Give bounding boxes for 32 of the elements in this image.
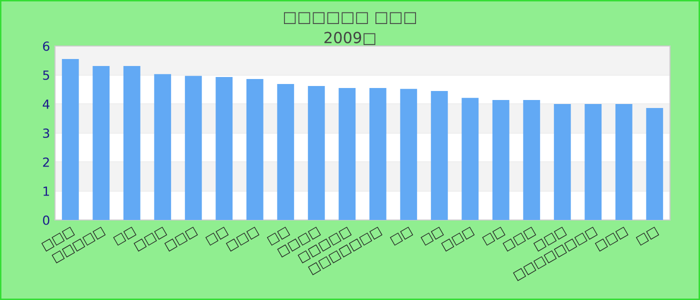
bar (92, 66, 110, 220)
bar (400, 88, 418, 220)
bar (430, 90, 448, 220)
x-tick-label: □□ (205, 226, 229, 246)
bar (462, 98, 479, 220)
bar (554, 104, 571, 220)
bar (184, 76, 202, 220)
bar (216, 77, 233, 220)
bar (308, 86, 325, 220)
y-tick-label: 3 (43, 128, 50, 138)
chart-title: □□□□□□ □□□ (284, 12, 416, 24)
bar (646, 108, 664, 220)
y-tick-label: 6 (43, 41, 50, 51)
bar (369, 88, 386, 220)
bar (523, 100, 540, 220)
bar (62, 59, 79, 220)
bar (277, 84, 294, 220)
y-tick-label: 5 (43, 70, 50, 80)
y-tick-label: 1 (44, 186, 49, 196)
bar (123, 66, 140, 220)
bar (615, 104, 632, 220)
bar (584, 104, 602, 220)
y-tick-label: 4 (42, 100, 50, 109)
y-tick-label: 0 (43, 215, 50, 225)
x-tick-label: □□ (390, 226, 414, 246)
bar (338, 88, 356, 220)
chart-subtitle: 2009□ (324, 32, 376, 45)
x-tick-label: □□ (636, 226, 660, 246)
bar (246, 79, 264, 220)
bar (154, 74, 172, 220)
bar (492, 100, 510, 220)
y-tick-label: 2 (43, 157, 49, 167)
